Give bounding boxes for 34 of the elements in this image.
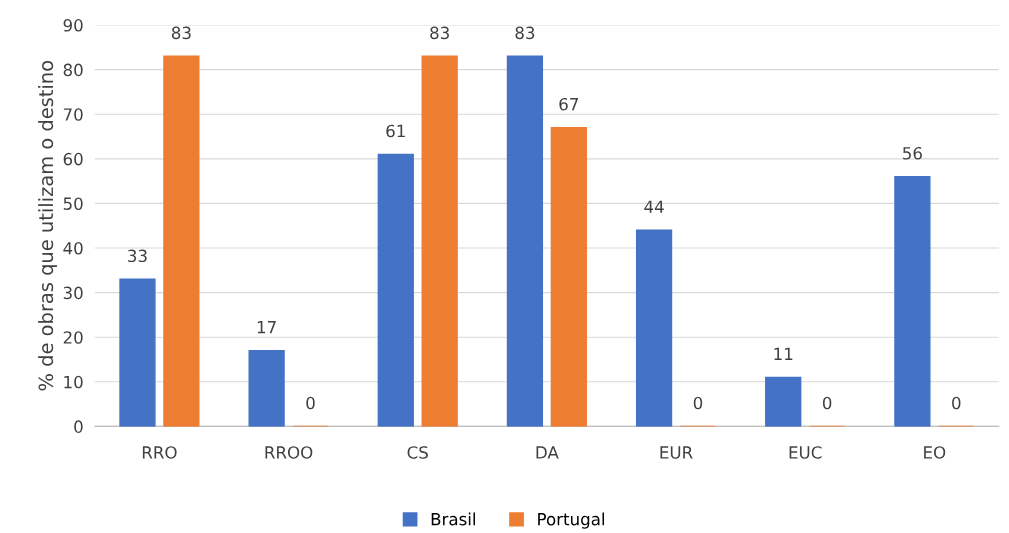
- y-tick-label: 20: [63, 331, 83, 344]
- data-label: 83: [430, 26, 449, 40]
- data-label: 33: [128, 249, 147, 263]
- x-tick-label: RROO: [265, 446, 313, 459]
- y-tick-label: 30: [63, 286, 83, 300]
- data-label: 11: [774, 347, 793, 360]
- x-tick-label: EUR: [660, 446, 693, 459]
- x-tick-label: DA: [536, 446, 559, 459]
- y-tick-label: 40: [63, 241, 83, 255]
- y-tick-label: 10: [64, 375, 83, 389]
- legend-label: Portugal: [538, 512, 604, 529]
- y-tick-label: 50: [63, 197, 83, 210]
- y-tick-label: 90: [63, 19, 83, 32]
- data-label: 0: [306, 396, 315, 410]
- y-tick-label: 80: [63, 63, 83, 77]
- data-label: 44: [644, 200, 664, 213]
- data-label: 83: [171, 26, 191, 40]
- data-label: 67: [559, 97, 579, 111]
- data-label: 17: [257, 321, 276, 334]
- data-label: 56: [903, 146, 922, 160]
- y-tick-label: 0: [74, 420, 83, 433]
- y-axis-title: % de obras que utilizam o destino: [38, 61, 57, 391]
- data-label: 0: [822, 396, 832, 410]
- data-label: 0: [693, 396, 703, 410]
- x-tick-label: CS: [407, 446, 428, 459]
- x-tick-label: RRO: [142, 446, 177, 459]
- data-label: 0: [952, 396, 961, 410]
- data-label: 61: [386, 124, 405, 138]
- x-tick-label: EO: [924, 446, 946, 459]
- data-label: 83: [515, 26, 535, 40]
- legend-label: Brasil: [431, 512, 475, 526]
- y-tick-label: 60: [63, 152, 83, 166]
- x-tick-label: EUC: [789, 446, 822, 459]
- y-tick-label: 70: [63, 108, 83, 121]
